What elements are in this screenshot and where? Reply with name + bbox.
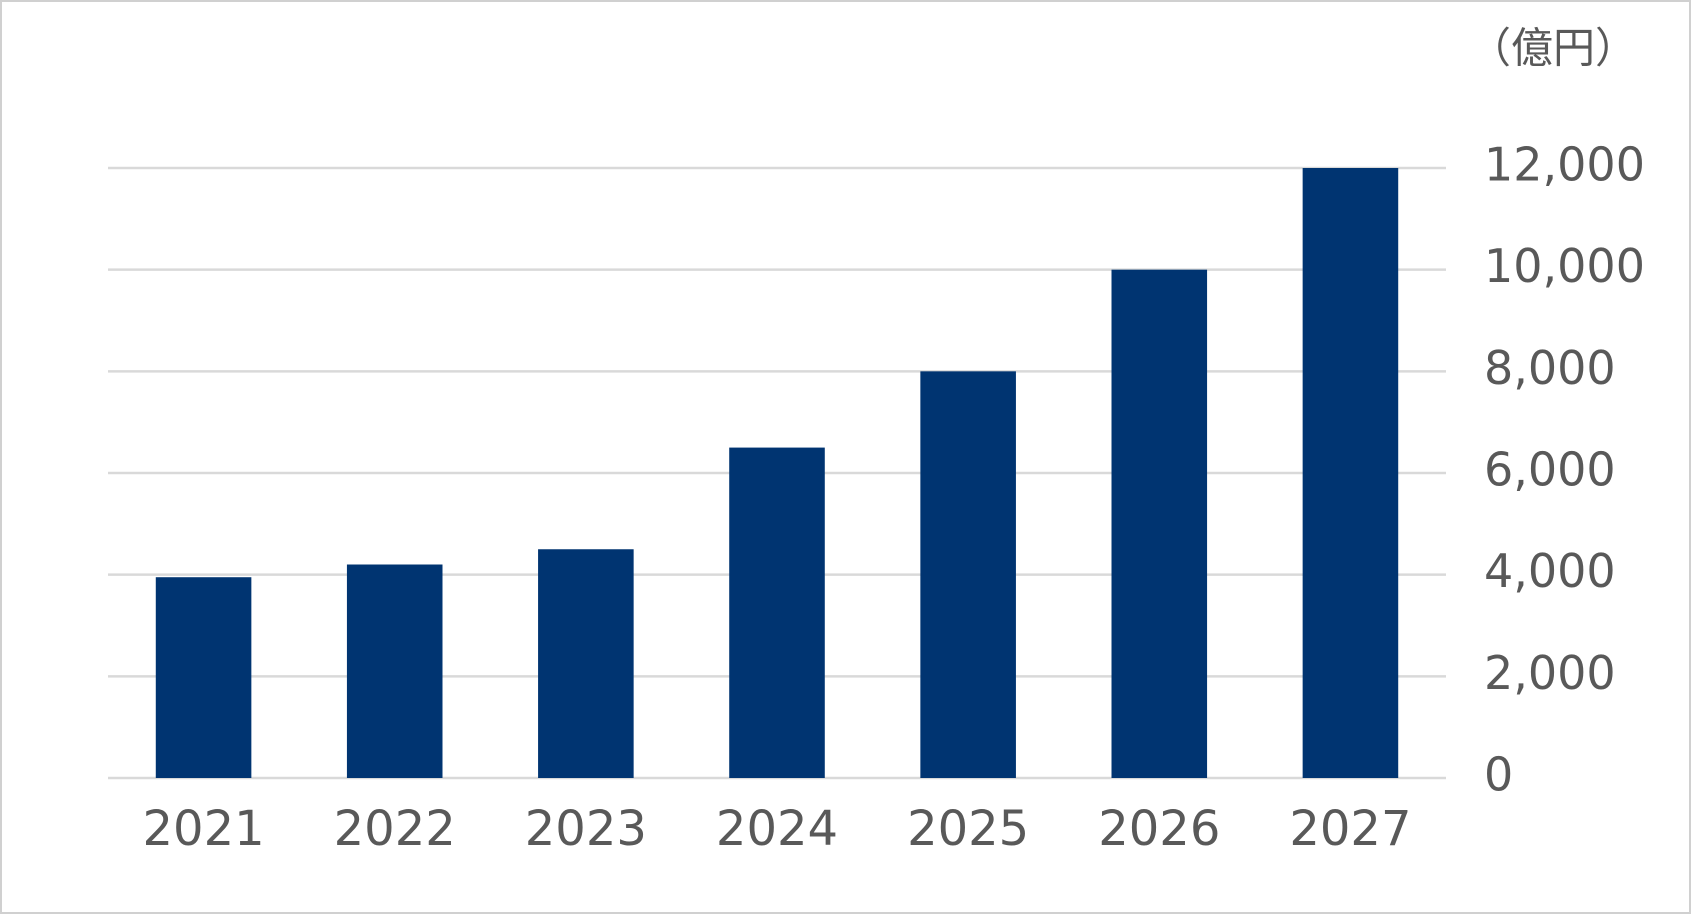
y-tick-label: 8,000 [1484,341,1616,395]
bar [729,447,825,778]
y-tick-label: 12,000 [1484,138,1645,192]
x-tick-label: 2025 [907,801,1029,857]
y-tick-label: 0 [1484,748,1513,802]
bar [1111,269,1208,778]
x-tick-label: 2023 [525,801,647,857]
x-tick-label: 2021 [142,801,264,857]
x-tick-label: 2024 [716,801,838,857]
bar [346,564,443,778]
y-tick-label: 10,000 [1484,239,1645,293]
y-tick-label: 2,000 [1484,646,1616,700]
y-tick-label: 4,000 [1484,544,1616,598]
x-tick-label: 2026 [1098,801,1220,857]
bar [538,549,634,778]
x-tick-label: 2022 [334,801,456,857]
bar [1302,168,1399,778]
y-axis-label: （億円） [1469,24,1637,73]
x-tick-label: 2027 [1289,801,1411,857]
bar [155,577,252,778]
y-tick-label: 6,000 [1484,443,1616,497]
bar [920,371,1016,778]
